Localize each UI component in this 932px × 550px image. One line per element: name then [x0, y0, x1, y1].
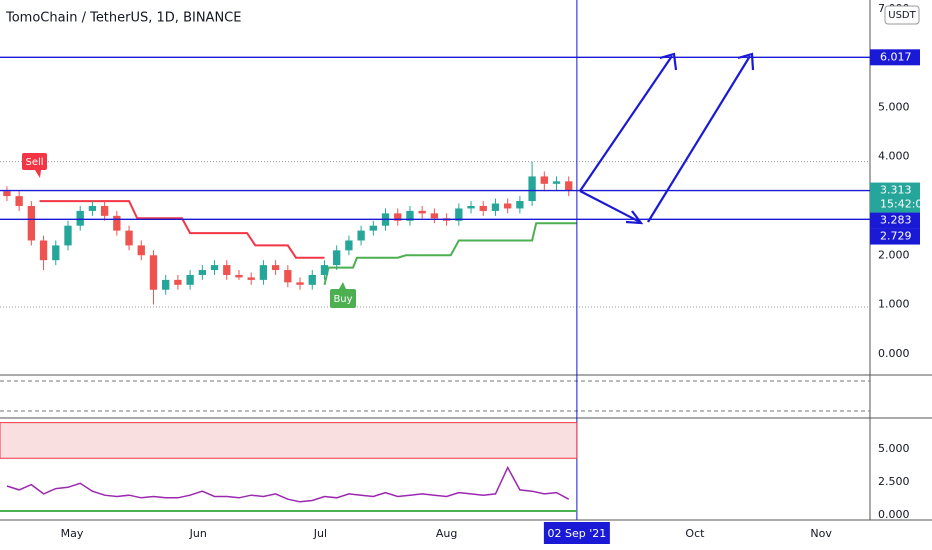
date-label-box [543, 522, 610, 544]
y-tick-label: 0.000 [878, 347, 910, 360]
buy-pointer [339, 282, 346, 289]
candle-body [162, 279, 170, 290]
candle-body [516, 201, 524, 209]
candle-body [406, 210, 414, 221]
candle-body [15, 196, 23, 206]
candle-body [455, 208, 463, 221]
price-label: 6.017 [880, 50, 912, 63]
countdown: 15:42:05 [880, 198, 929, 211]
supertrend-line [323, 222, 577, 286]
candle-body [39, 240, 48, 261]
candle-body [418, 210, 426, 214]
y-tick-label: 2.500 [878, 475, 910, 488]
x-tick-label: 02 Sep '21 [548, 527, 607, 540]
candle-body [540, 176, 548, 184]
candle-body [357, 230, 365, 241]
sell-label: Sell [25, 157, 43, 168]
price-label: 3.283 [880, 214, 912, 227]
candle-body [76, 210, 84, 226]
buy-box [330, 289, 356, 308]
sell-box [22, 153, 47, 170]
x-tick-label: Oct [685, 527, 705, 540]
x-tick-label: Aug [436, 527, 457, 540]
candle-body [223, 265, 231, 275]
x-tick-label: Nov [810, 527, 832, 540]
candle-body [247, 277, 255, 280]
supertrend-line [39, 200, 325, 259]
candle-body [100, 205, 109, 216]
candle-body [149, 255, 158, 290]
candle-body [479, 205, 487, 211]
buy-signal: Buy [330, 282, 356, 308]
projection-arrows [579, 52, 755, 225]
candle-body [394, 213, 402, 221]
arrow [579, 190, 641, 223]
oscillator-line [6, 465, 570, 503]
candle-body [467, 205, 475, 209]
candle-body [552, 181, 561, 184]
candle-body [345, 240, 353, 251]
buy-label: Buy [333, 294, 352, 305]
y-tick-label: 0.000 [878, 508, 910, 521]
price-label-box [870, 228, 920, 245]
price-label-box [870, 49, 920, 66]
y-tick-label: 2.000 [878, 248, 910, 261]
arrow-head [659, 52, 678, 71]
chart-title: TomoChain / TetherUS, 1D, BINANCE [5, 11, 241, 26]
candle-body [430, 213, 439, 219]
candle-body [369, 225, 377, 231]
candle-body [3, 191, 11, 197]
arrow-head [625, 210, 644, 225]
sell-pointer [35, 170, 41, 178]
candle-body [137, 245, 145, 256]
arrow-head [737, 52, 755, 71]
candle-body [528, 176, 536, 202]
y-tick-label: 4.000 [878, 150, 910, 163]
price-label-box [870, 212, 920, 229]
x-tick-label: Jun [189, 527, 207, 540]
candle-body [198, 270, 206, 275]
candle-body [271, 265, 280, 271]
candle-body [284, 270, 292, 283]
y-tick-label: 1.000 [878, 298, 910, 311]
arrow [647, 55, 751, 223]
candle-body [308, 274, 316, 285]
currency-box[interactable] [884, 5, 920, 25]
y-tick-label: 5.000 [878, 442, 910, 455]
price-label: 2.729 [880, 230, 912, 243]
candle-body [259, 265, 268, 280]
candle-body [210, 265, 219, 271]
candle-body [174, 279, 182, 285]
y-tick-label: 5.000 [878, 100, 910, 113]
x-tick-label: Jul [313, 527, 327, 540]
candle-body [296, 282, 304, 285]
x-tick-label: May [61, 527, 84, 540]
price-label-box [870, 182, 920, 213]
currency[interactable]: USDT [888, 10, 916, 21]
candle-body [504, 203, 512, 209]
candle-body [113, 215, 121, 231]
oscillator-band [0, 422, 578, 459]
candle-body [88, 205, 97, 211]
candle-body [333, 250, 341, 266]
candle-body [565, 181, 573, 191]
candle-body [125, 230, 133, 246]
arrow [579, 55, 673, 192]
candle-body [64, 225, 72, 246]
sell-signal: Sell [22, 153, 47, 178]
candle-body [320, 265, 329, 275]
price-label: 3.313 [880, 184, 912, 197]
candle-body [491, 203, 500, 211]
candle-body [52, 245, 60, 261]
candle-body [27, 205, 36, 241]
candle-body [186, 274, 194, 285]
candle-body [235, 274, 243, 278]
